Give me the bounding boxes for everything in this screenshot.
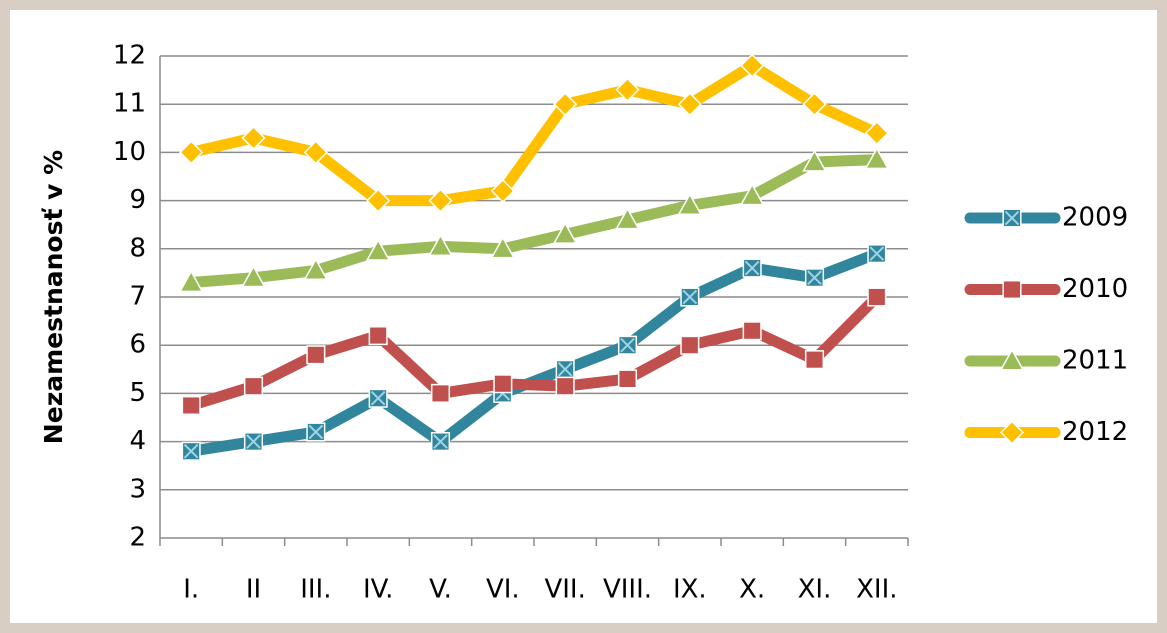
x-tick-label: III. — [300, 575, 331, 605]
x-tick-label: XI. — [798, 575, 832, 605]
marker — [493, 374, 513, 394]
marker — [181, 395, 201, 415]
y-tick-label: 4 — [129, 426, 146, 456]
y-tick-label: 9 — [129, 185, 146, 215]
marker — [490, 236, 516, 259]
y-tick-label: 8 — [129, 233, 146, 263]
marker-cross — [370, 390, 386, 406]
marker — [999, 420, 1025, 445]
marker — [553, 92, 578, 117]
marker — [490, 178, 515, 204]
y-axis-label: Nezamestnanosť v % — [39, 150, 68, 444]
series-line — [189, 60, 880, 207]
marker — [867, 287, 887, 307]
marker-cross — [557, 361, 573, 377]
marker-cross — [682, 289, 698, 305]
x-tick-label: IX. — [673, 575, 707, 605]
marker — [303, 140, 328, 165]
marker-cross — [433, 434, 448, 449]
x-tick-label: IV. — [363, 575, 393, 605]
marker-cross — [744, 260, 760, 276]
legend-label: 2009 — [1062, 203, 1128, 233]
legend-label: 2011 — [1062, 346, 1128, 376]
marker — [864, 121, 889, 146]
marker — [999, 348, 1025, 371]
x-tick-label: VII. — [544, 575, 585, 605]
legend-label: 2012 — [1062, 417, 1128, 447]
marker — [680, 335, 700, 355]
marker-cross — [869, 246, 885, 261]
marker — [615, 77, 640, 102]
marker-cross — [183, 443, 199, 459]
marker — [241, 265, 266, 288]
marker — [677, 192, 703, 215]
marker — [740, 53, 765, 78]
marker — [243, 376, 264, 396]
x-tick-label: V. — [429, 575, 452, 605]
x-tick-label: XII. — [856, 575, 897, 605]
marker — [802, 92, 827, 117]
marker — [303, 257, 329, 281]
x-tick-label: I. — [183, 575, 199, 605]
marker — [368, 326, 388, 346]
marker — [430, 383, 451, 403]
marker — [366, 188, 391, 213]
series — [178, 147, 890, 293]
marker — [555, 376, 575, 396]
marker — [615, 207, 640, 230]
marker-cross — [308, 424, 324, 440]
marker-cross — [807, 270, 822, 286]
x-tick-label: VIII. — [603, 575, 652, 605]
marker-cross — [246, 434, 261, 449]
y-tick-label: 6 — [129, 330, 146, 360]
y-tick-label: 10 — [113, 137, 146, 167]
y-tick-label: 7 — [129, 282, 146, 312]
marker — [739, 183, 765, 206]
marker — [552, 221, 578, 244]
marker — [178, 269, 204, 293]
series — [179, 53, 889, 213]
marker — [802, 149, 827, 172]
series — [181, 287, 887, 415]
marker — [179, 140, 204, 165]
series-line — [189, 293, 881, 411]
marker — [677, 92, 702, 117]
legend-label: 2010 — [1062, 274, 1128, 304]
marker-cross — [620, 337, 635, 353]
y-tick-label: 2 — [129, 523, 146, 553]
marker — [617, 369, 638, 389]
x-tick-label: VI. — [486, 575, 520, 605]
y-tick-label: 11 — [113, 89, 146, 119]
marker — [241, 125, 266, 151]
x-tick-label: X. — [739, 575, 765, 605]
marker-cross — [1004, 210, 1020, 226]
y-tick-label: 5 — [129, 378, 146, 408]
marker — [742, 321, 762, 341]
series-line — [190, 154, 878, 289]
marker — [306, 345, 326, 365]
marker — [1002, 279, 1022, 300]
marker — [864, 147, 890, 170]
y-tick-label: 12 — [113, 41, 146, 71]
marker — [804, 350, 825, 370]
y-tick-label: 3 — [129, 474, 146, 504]
marker — [365, 238, 391, 261]
marker — [428, 188, 453, 213]
marker — [428, 233, 453, 256]
x-tick-label: II — [246, 575, 261, 605]
